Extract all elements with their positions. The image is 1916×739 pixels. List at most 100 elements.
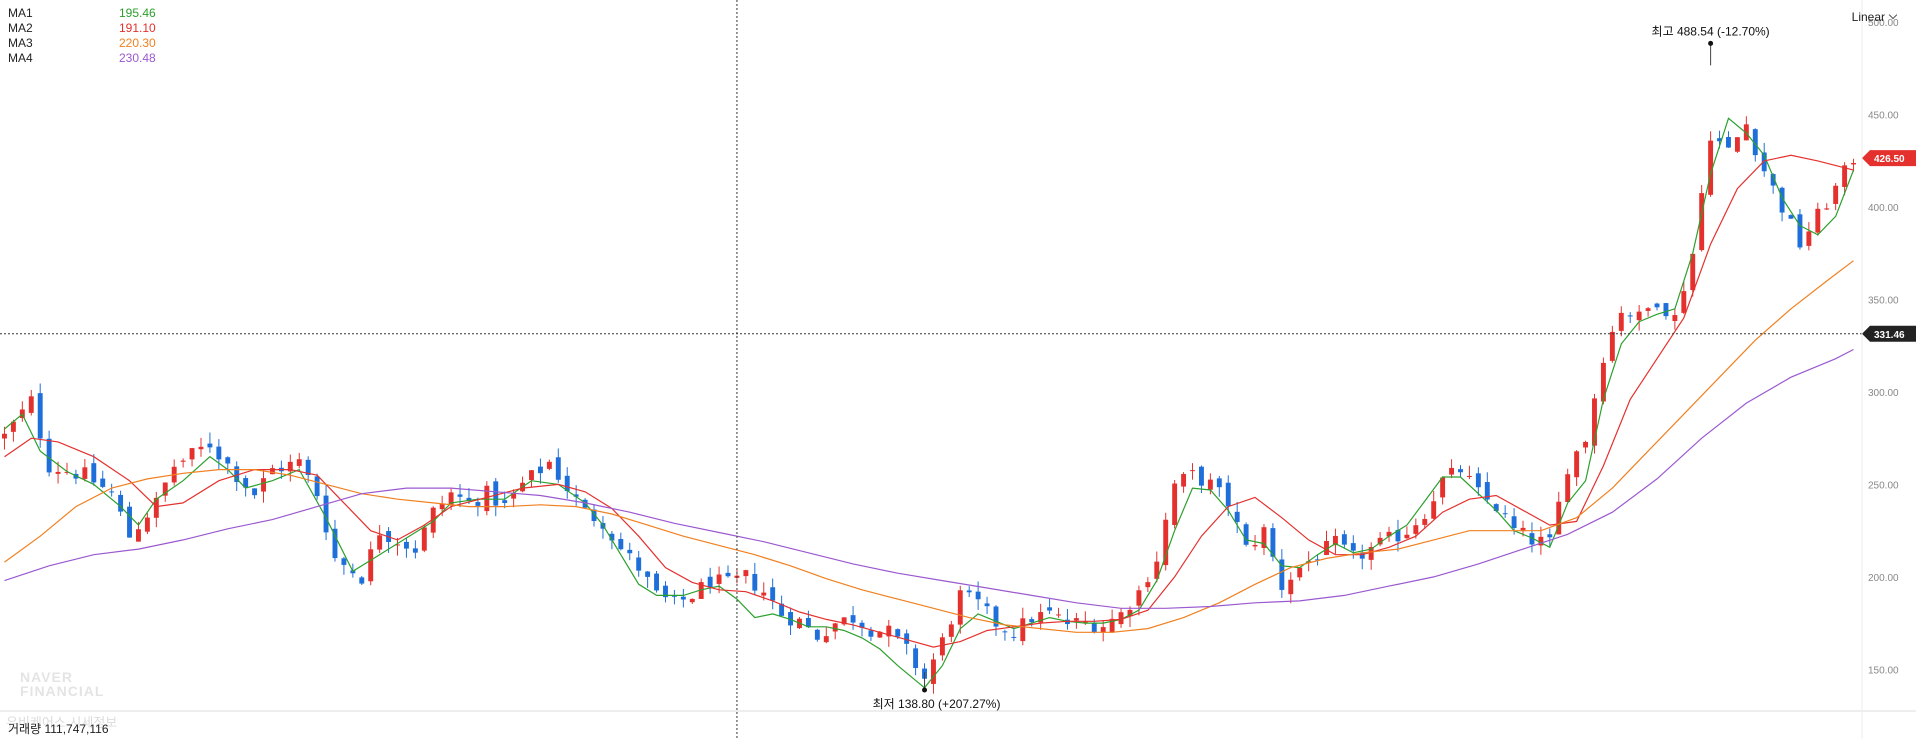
candle bbox=[1538, 526, 1544, 555]
legend-ma3[interactable]: MA3 220.30 bbox=[8, 36, 178, 51]
candle-body bbox=[323, 495, 329, 533]
scale-mode-dropdown[interactable]: Linear bbox=[1852, 10, 1898, 24]
legend-ma3-value: 220.30 bbox=[119, 36, 156, 50]
candle bbox=[189, 447, 195, 467]
candle-body bbox=[832, 623, 838, 632]
candle-body bbox=[627, 549, 633, 554]
candle-body bbox=[1493, 504, 1499, 511]
candle-body bbox=[377, 535, 383, 550]
candle bbox=[1368, 542, 1374, 570]
candle-body bbox=[1502, 513, 1508, 515]
candle bbox=[91, 454, 97, 486]
candle-body bbox=[1279, 559, 1285, 590]
candle bbox=[1556, 491, 1562, 535]
candle-body bbox=[895, 629, 901, 637]
candle-body bbox=[1341, 534, 1347, 545]
candle-body bbox=[1449, 467, 1455, 475]
candle-body bbox=[1091, 623, 1097, 633]
candle bbox=[314, 473, 320, 500]
candle bbox=[28, 389, 34, 416]
candle-body bbox=[636, 557, 642, 571]
candle-body bbox=[1788, 215, 1794, 219]
high-low-annotations: 최고 488.54 (-12.70%) 최저 138.80 (+207.27%) bbox=[873, 24, 1770, 711]
candle bbox=[1466, 465, 1472, 480]
candle bbox=[1359, 544, 1365, 570]
candle-body bbox=[1413, 525, 1419, 534]
candle-body bbox=[618, 538, 624, 550]
legend-ma2-name: MA2 bbox=[8, 21, 33, 35]
candle-body bbox=[207, 443, 213, 448]
candle bbox=[368, 541, 374, 586]
legend-ma4[interactable]: MA4 230.48 bbox=[8, 51, 178, 66]
candle bbox=[457, 484, 463, 508]
candle bbox=[1100, 620, 1106, 642]
candle-body bbox=[1243, 524, 1249, 545]
candle-body bbox=[654, 573, 660, 591]
ma-line-ma1 bbox=[4, 117, 1855, 689]
candle-body bbox=[948, 624, 954, 637]
candle-body bbox=[162, 482, 168, 496]
candle-body bbox=[1690, 253, 1696, 291]
candle bbox=[823, 626, 829, 644]
candle-body bbox=[457, 494, 463, 497]
candle bbox=[1618, 306, 1624, 337]
candle bbox=[261, 469, 266, 503]
candle bbox=[1708, 131, 1714, 197]
candle bbox=[1234, 501, 1240, 534]
candle bbox=[904, 629, 910, 655]
candle bbox=[1672, 308, 1678, 330]
candle-body bbox=[1717, 138, 1722, 142]
candle bbox=[1332, 528, 1338, 554]
candle-body bbox=[1350, 543, 1356, 551]
candle-body bbox=[252, 488, 258, 496]
candle-body bbox=[1422, 519, 1428, 525]
candle-body bbox=[136, 529, 141, 542]
ma-line-ma4 bbox=[4, 348, 1854, 609]
candle bbox=[1797, 209, 1803, 250]
candle-body bbox=[707, 576, 713, 588]
candle bbox=[1609, 325, 1615, 363]
candle bbox=[564, 467, 570, 499]
candle bbox=[680, 588, 686, 608]
candle-body bbox=[841, 617, 847, 625]
candle-body bbox=[1118, 612, 1124, 625]
candle-body bbox=[1225, 482, 1231, 507]
candle bbox=[252, 488, 258, 499]
candle-body bbox=[1011, 636, 1017, 638]
candle bbox=[1065, 609, 1070, 630]
candle bbox=[520, 476, 526, 493]
candle-body bbox=[1163, 519, 1169, 566]
candle bbox=[913, 644, 919, 676]
candle bbox=[207, 432, 213, 453]
candle-body bbox=[1466, 475, 1472, 477]
naver-financial-watermark: NAVER FINANCIAL bbox=[20, 670, 104, 698]
candle bbox=[511, 489, 517, 508]
candle-body bbox=[761, 592, 767, 596]
crosshair-price-tag bbox=[1862, 325, 1916, 342]
candle-body bbox=[1216, 478, 1222, 488]
legend-ma2[interactable]: MA2 191.10 bbox=[8, 21, 178, 36]
candle bbox=[1449, 459, 1455, 479]
candle bbox=[2, 426, 7, 450]
candle-body bbox=[1663, 303, 1669, 317]
legend-ma1[interactable]: MA1 195.46 bbox=[8, 6, 178, 21]
candle-body bbox=[814, 629, 820, 640]
candle-body bbox=[332, 528, 338, 559]
candle bbox=[832, 622, 838, 640]
candle bbox=[1288, 572, 1294, 604]
candle bbox=[1815, 202, 1821, 236]
candle-body bbox=[698, 582, 704, 599]
candle-body bbox=[127, 506, 132, 538]
candle bbox=[1225, 475, 1231, 516]
candle bbox=[716, 566, 722, 594]
candle-body bbox=[305, 459, 311, 476]
y-tick-label: 350.00 bbox=[1868, 296, 1899, 307]
volume-readout: 거래량 111,747,116 bbox=[8, 722, 109, 736]
candle-body bbox=[216, 446, 222, 460]
candle bbox=[118, 490, 124, 517]
low-marker-dot bbox=[922, 687, 928, 693]
candle-body bbox=[1288, 579, 1294, 595]
candle bbox=[618, 532, 624, 551]
candle-body bbox=[287, 461, 293, 472]
